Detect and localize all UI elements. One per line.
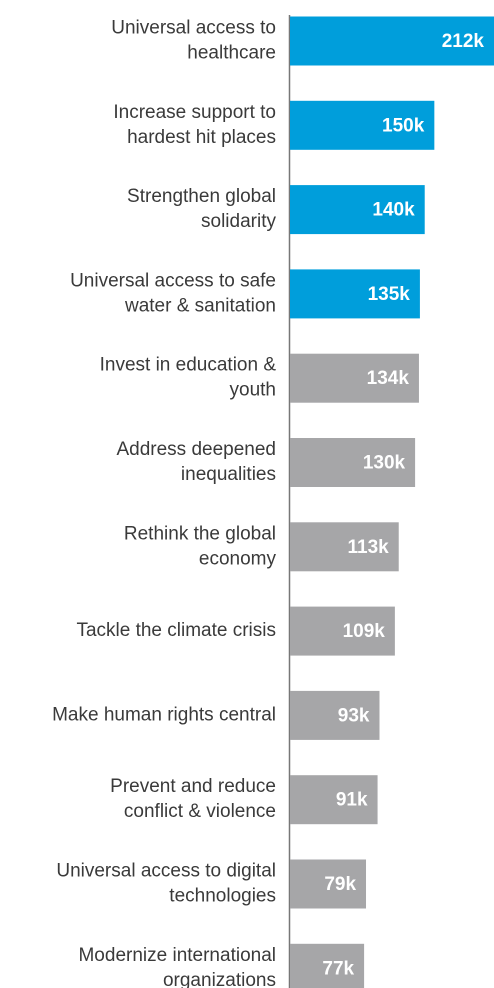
value-label: 212k (442, 31, 485, 52)
bar (290, 438, 416, 487)
category-label: Universal access to (111, 18, 276, 39)
category-label: inequalities (181, 464, 276, 485)
bar (290, 522, 399, 572)
category-label: Invest in education & (100, 355, 277, 376)
category-label: technologies (169, 886, 276, 907)
category-label: Address deepened (116, 439, 276, 460)
category-label: Increase support to (113, 102, 276, 123)
bar (290, 353, 419, 403)
category-label: Tackle the climate crisis (76, 620, 276, 641)
bar (290, 775, 378, 825)
bar (290, 269, 420, 319)
bar (290, 16, 494, 66)
value-label: 140k (372, 200, 415, 221)
category-label: organizations (163, 970, 276, 988)
category-label: Strengthen global (127, 186, 276, 207)
category-label: economy (199, 548, 277, 569)
bar (290, 185, 425, 235)
category-label: Prevent and reduce (110, 776, 276, 797)
value-label: 130k (363, 453, 406, 474)
bar (290, 690, 380, 740)
category-label: hardest hit places (127, 127, 276, 148)
category-label: Universal access to safe (70, 270, 276, 291)
category-label: healthcare (187, 43, 276, 64)
category-label: conflict & violence (124, 801, 276, 822)
value-label: 91k (336, 790, 368, 811)
value-label: 134k (367, 368, 410, 389)
bar (290, 100, 435, 150)
category-label: Universal access to digital (56, 861, 276, 882)
category-label: Modernize international (78, 945, 276, 966)
value-label: 135k (368, 284, 411, 305)
category-label: Make human rights central (52, 704, 276, 725)
value-label: 150k (382, 115, 425, 136)
category-label: solidarity (201, 211, 276, 232)
value-label: 79k (324, 874, 356, 895)
category-label: Rethink the global (124, 523, 276, 544)
value-label: 113k (348, 537, 390, 558)
bar (290, 606, 395, 656)
value-label: 109k (343, 621, 386, 642)
value-label: 93k (338, 705, 370, 726)
bar (290, 859, 367, 909)
category-label: water & sanitation (124, 295, 276, 316)
category-label: youth (230, 380, 276, 401)
bar (290, 943, 365, 988)
value-label: 77k (322, 958, 354, 979)
